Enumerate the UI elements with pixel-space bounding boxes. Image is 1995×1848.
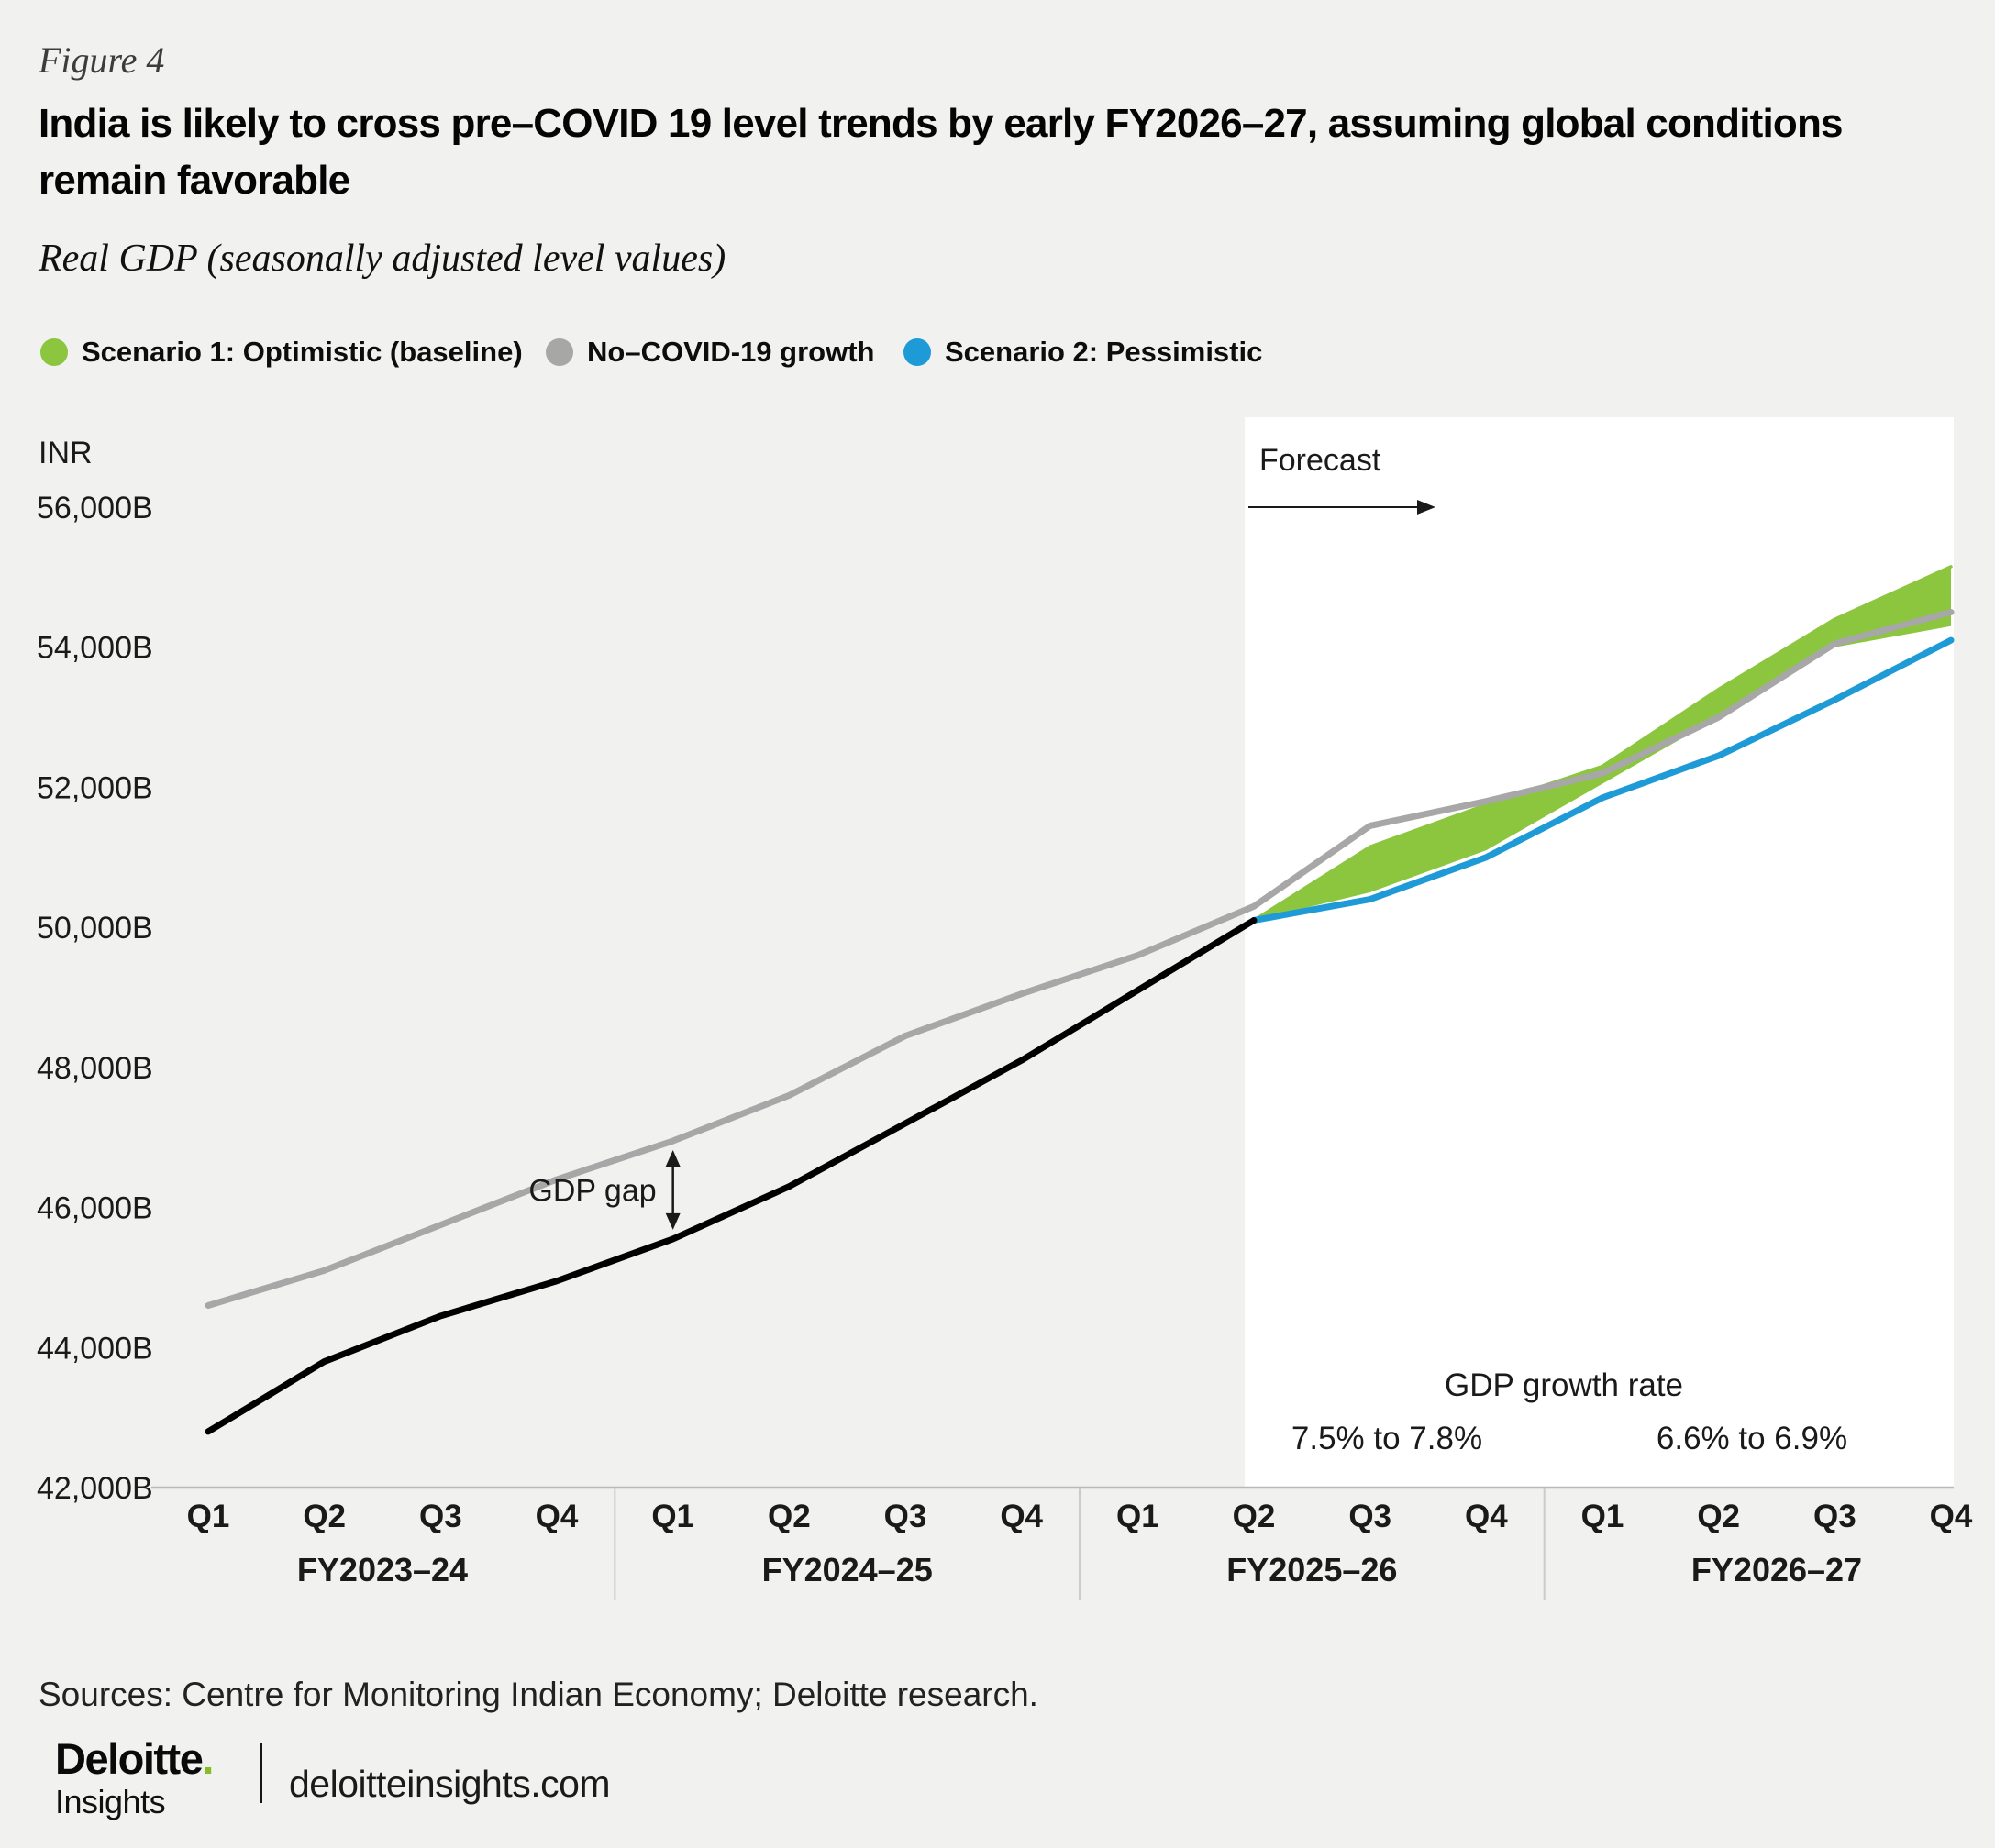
x-axis-quarter-label: Q1 [187,1499,230,1534]
deloitte-insights-logo: Deloitte. Insights [55,1734,214,1820]
y-axis-tick-label: 44,000B [37,1331,153,1366]
actual-gdp-line [205,917,1258,1435]
x-axis-quarter-label: Q4 [1000,1499,1043,1534]
x-axis-quarter-label: Q3 [1348,1499,1391,1534]
brand-green-dot-icon: . [202,1734,214,1783]
x-axis-fiscal-year-label: FY2023–24 [297,1551,468,1588]
x-axis-quarter-label: Q2 [303,1499,346,1534]
gdp-gap-arrowhead-icon [665,1212,681,1230]
x-axis-quarter-label: Q3 [1813,1499,1856,1534]
deloitte-insights-url[interactable]: deloitteinsights.com [289,1763,611,1805]
x-axis-quarter-label: Q4 [536,1499,579,1534]
y-axis-tick-label: 42,000B [37,1471,153,1506]
y-axis-tick-label: 52,000B [37,770,153,805]
no-covid-trend-line [205,609,1955,1309]
legend-label: Scenario 1: Optimistic (baseline) [82,336,523,368]
legend-item-optimistic: Scenario 1: Optimistic (baseline) [40,336,523,369]
x-axis-quarter-label: Q1 [1116,1499,1159,1534]
optimistic-line [1252,565,1953,923]
x-axis-quarter-label: Q3 [419,1499,462,1534]
legend-label: No–COVID-19 growth [587,336,875,368]
x-axis-quarter-label: Q1 [1581,1499,1624,1534]
figure-label: Figure 4 [39,39,165,81]
y-axis-unit-label: INR [39,436,93,470]
x-axis-quarter-label: Q2 [1233,1499,1276,1534]
gdp-growth-rate-value: 7.5% to 7.8% [1291,1421,1482,1456]
y-axis-tick-label: 48,000B [37,1051,153,1086]
legend-item-pessimistic: Scenario 2: Pessimistic [903,336,1262,369]
brand-sub: Insights [55,1783,166,1820]
x-axis-fiscal-year-label: FY2025–26 [1226,1551,1397,1588]
logo-divider [260,1743,262,1803]
forecast-region [1245,417,1954,1488]
forecast-label: Forecast [1259,443,1381,478]
legend-label: Scenario 2: Pessimistic [945,336,1263,368]
optimistic-band [1254,566,1952,921]
gdp-gap-label: GDP gap [528,1173,656,1208]
legend-dot-green-icon [40,338,68,366]
x-axis-quarter-label: Q4 [1930,1499,1973,1534]
y-axis-tick-label: 50,000B [37,911,153,946]
sources-note: Sources: Centre for Monitoring Indian Ec… [39,1676,1038,1713]
legend: Scenario 1: Optimistic (baseline) No–COV… [0,336,1995,372]
page-title: India is likely to cross pre–COVID 19 le… [39,101,1844,203]
x-axis-quarter-label: Q2 [1697,1499,1740,1534]
legend-item-no-covid: No–COVID-19 growth [546,336,874,369]
legend-dot-blue-icon [903,338,931,366]
pessimistic-line [1250,636,1955,924]
x-axis-fiscal-year-label: FY2024–25 [762,1551,933,1588]
x-axis-quarter-label: Q3 [884,1499,927,1534]
legend-dot-gray-icon [546,338,573,366]
x-axis-quarter-label: Q4 [1465,1499,1508,1534]
y-axis-tick-label: 46,000B [37,1191,153,1226]
gdp-growth-rate-title: GDP growth rate [1445,1367,1683,1403]
y-axis-tick-label: 54,000B [37,631,153,666]
gdp-gap-arrowhead-icon [665,1150,681,1167]
forecast-arrowhead-icon [1417,500,1436,515]
gdp-growth-rate-value: 6.6% to 6.9% [1657,1421,1847,1456]
y-axis-tick-label: 56,000B [37,491,153,526]
x-axis-quarter-label: Q1 [651,1499,694,1534]
x-axis-fiscal-year-label: FY2026–27 [1691,1551,1862,1588]
x-axis-quarter-label: Q2 [768,1499,811,1534]
chart-subtitle: Real GDP (seasonally adjusted level valu… [39,238,726,280]
brand-wordmark: Deloitte. [55,1734,214,1783]
